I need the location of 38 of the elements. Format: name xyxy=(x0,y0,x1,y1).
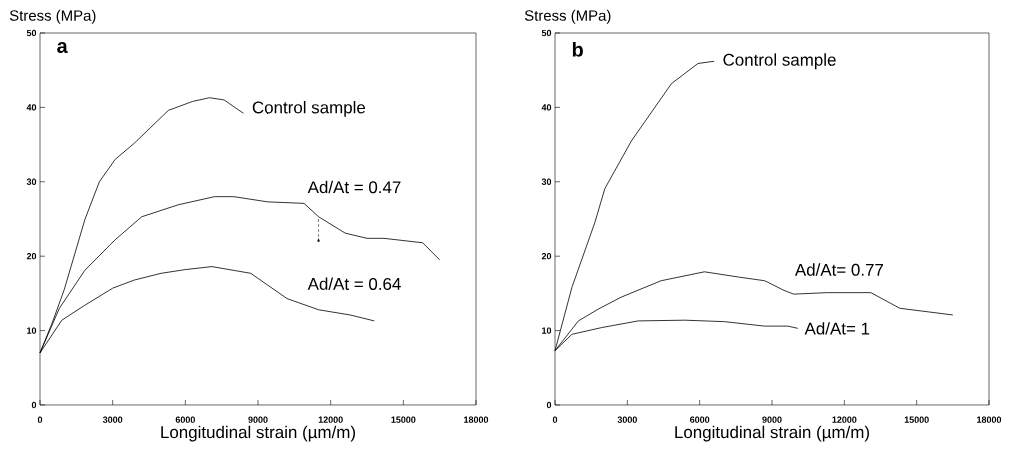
annotation: b xyxy=(572,42,583,57)
y-tick-label: 40 xyxy=(26,104,37,111)
x-tick-label: 9000 xyxy=(248,416,268,423)
x-axis-title: Longitudinal strain (µm/m) xyxy=(675,425,869,442)
x-tick-label: 6000 xyxy=(690,416,710,423)
x-tick-label: 15000 xyxy=(904,416,929,423)
y-tick-label: 50 xyxy=(26,29,37,37)
x-tick-label: 18000 xyxy=(977,416,1002,423)
series-label: Ad/At= 0.77 xyxy=(794,263,884,276)
y-tick-label: 40 xyxy=(541,104,552,111)
x-tick-label: 12000 xyxy=(832,416,857,423)
x-tick-label: 6000 xyxy=(175,416,195,423)
x-axis-title: Longitudinal strain (µm/m) xyxy=(161,425,355,442)
y-tick-label: 0 xyxy=(31,401,37,409)
series-label: Control sample xyxy=(723,53,836,70)
series-label: Control sample xyxy=(252,100,366,117)
y-axis-title: Stress (MPa) xyxy=(9,9,96,24)
x-tick-label: 12000 xyxy=(318,416,343,423)
y-tick-label: 20 xyxy=(541,253,552,260)
x-tick-label: 0 xyxy=(37,416,43,423)
y-axis-title: Stress (MPa) xyxy=(524,9,611,24)
x-tick-label: 0 xyxy=(552,416,558,423)
y-tick-label: 10 xyxy=(27,327,37,334)
series-label: Ad/At = 0.64 xyxy=(307,277,401,290)
y-tick-label: 0 xyxy=(546,401,552,409)
x-tick-label: 15000 xyxy=(391,416,416,423)
series-label: Ad/At = 0.47 xyxy=(307,180,401,194)
series-label: Ad/At= 1 xyxy=(804,322,870,335)
annotation: a xyxy=(57,42,68,53)
y-tick-label: 30 xyxy=(26,178,37,185)
y-tick-label: 10 xyxy=(542,327,552,334)
y-tick-label: 30 xyxy=(541,178,552,185)
x-tick-label: 9000 xyxy=(762,416,782,423)
x-tick-label: 3000 xyxy=(617,416,637,423)
y-tick-label: 20 xyxy=(26,253,37,260)
x-tick-label: 18000 xyxy=(464,416,489,423)
y-tick-label: 50 xyxy=(541,29,552,37)
x-tick-label: 3000 xyxy=(102,416,123,423)
